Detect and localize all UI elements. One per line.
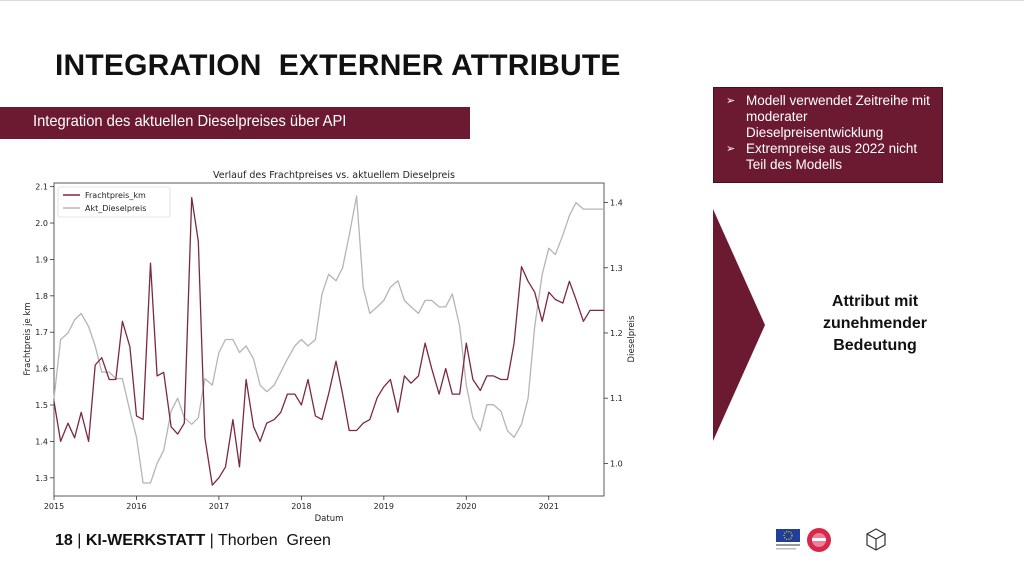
x-label: Datum [315,514,344,524]
y-right-tick-label: 1.2 [610,329,623,338]
y-left-tick-label: 1.3 [35,474,48,483]
footer: 18 | KI-WERKSTATT | Thorben Green [55,532,331,550]
legend-box [57,186,171,218]
y-right-tick-label: 1.3 [610,264,623,273]
x-tick-label: 2017 [209,502,229,511]
y-right-tick-label: 1.0 [610,459,623,468]
y-left-label: Frachtpreis je km [23,302,33,375]
y-left-tick-label: 1.4 [35,437,48,446]
page-number: 18 [55,532,73,549]
x-axis: 2015 2016 2017 2018 2019 2020 2021 [44,496,559,511]
line-chart: Verlauf des Frachtpreises vs. aktuellem … [23,170,637,524]
y-right-tick-label: 1.4 [610,199,623,208]
footer-logos [776,528,886,552]
chevron-arrow-shape [713,209,765,441]
importance-note: Attribut mit zunehmender Bedeutung [790,291,960,357]
subtitle-banner: Integration des aktuellen Dieselpreises … [0,107,470,139]
bullet-item: ➢ Modell verwendet Zeitreihe mit moderate… [726,93,930,140]
x-tick-label: 2019 [374,502,394,511]
chart-title: Verlauf des Frachtpreises vs. aktuellem … [213,170,455,181]
y-left-tick-label: 1.6 [35,365,48,374]
y-left-tick-label: 1.7 [35,328,48,337]
footer-separator: | [72,532,86,549]
y-left-tick-label: 1.9 [35,255,48,264]
y-right-axis: 1.0 1.1 1.2 1.3 1.4 [604,199,623,468]
y-left-tick-label: 2.0 [35,219,48,228]
hexagon-cube-icon [866,528,886,551]
circle-logo-icon [807,528,831,552]
series-line-akt-dieselpreis [53,195,604,484]
slide-title: INTEGRATION EXTERNER ATTRIBUTE [55,49,621,82]
importance-line: Bedeutung [833,337,917,354]
x-tick-label: 2018 [291,502,311,511]
y-left-tick-label: 1.5 [35,401,48,410]
x-tick-label: 2016 [126,502,146,511]
importance-line: Attribut mit [831,293,919,310]
x-tick-label: 2021 [539,502,559,511]
legend-label-frachtpreis: Frachtpreis_km [85,191,146,200]
legend: Frachtpreis_km Akt_Dieselpreis [57,186,171,218]
y-right-label: Dieselpreis [627,315,637,362]
bullet-item: ➢ Extrempreise aus 2022 nicht Teil des Mo… [726,141,918,172]
importance-line: zunehmender [822,315,927,332]
footer-brand: KI-WERKSTATT [85,532,206,549]
footer-author: Thorben Green [218,532,331,549]
plot-frame [53,182,605,497]
eu-flag-icon [776,529,800,550]
legend-label-dieselpreis: Akt_Dieselpreis [85,204,146,213]
footer-separator: | [205,532,218,549]
y-left-tick-label: 1.8 [35,292,48,301]
subtitle-text: Integration des aktuellen Dieselpreises … [33,113,347,130]
arrow-bullet-icon: ➢ [726,95,736,107]
series-line-frachtpreis-km [53,196,604,486]
y-right-tick-label: 1.1 [610,394,623,403]
series-lines [53,195,604,486]
y-left-tick-label: 2.1 [35,183,48,192]
x-tick-label: 2020 [456,502,476,511]
arrow-bullet-icon: ➢ [726,143,736,155]
x-tick-label: 2015 [44,502,64,511]
info-box: ➢ Modell verwendet Zeitreihe mit moderate… [713,87,943,183]
y-left-axis: 1.3 1.4 1.5 1.6 1.7 1.8 1.9 2.0 2.1 [35,183,54,483]
